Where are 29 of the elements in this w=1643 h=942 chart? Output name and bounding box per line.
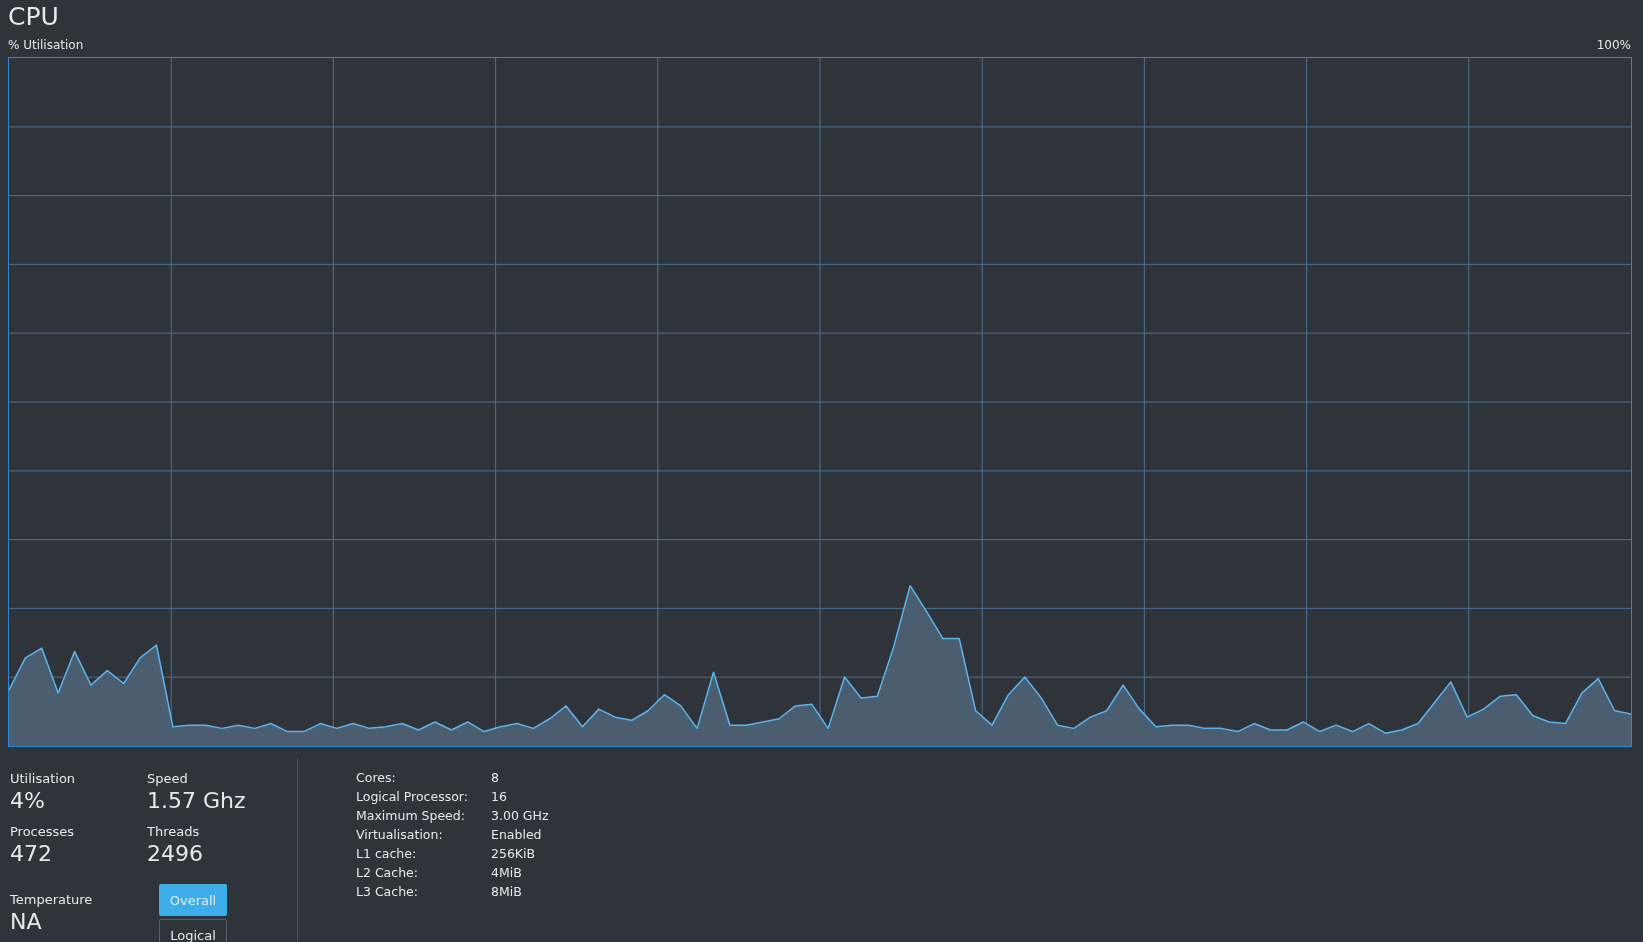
text: Threads xyxy=(147,824,200,839)
text: Cores: xyxy=(356,770,396,785)
text: 16 xyxy=(491,789,507,804)
text: 4% xyxy=(10,788,45,813)
text: 472 xyxy=(10,841,52,866)
text: Logical Processor: xyxy=(356,789,468,804)
text: Virtualisation: xyxy=(356,827,443,842)
text: 2496 xyxy=(147,841,203,866)
text: L2 Cache: xyxy=(356,865,418,880)
text: 100% xyxy=(1596,38,1631,52)
toggle-button: Overall xyxy=(159,884,227,916)
text: NA xyxy=(10,909,42,934)
toggle-button: Logical xyxy=(159,919,227,942)
text: % Utilisation xyxy=(8,38,84,52)
text: Maximum Speed: xyxy=(356,808,465,823)
text: 256KiB xyxy=(491,846,536,861)
text: 3.00 GHz xyxy=(491,808,549,823)
text: Temperature xyxy=(10,892,93,907)
text: 8MiB xyxy=(491,884,522,899)
text: L1 cache: xyxy=(356,846,417,861)
text: 4MiB xyxy=(491,865,522,880)
text: Utilisation xyxy=(10,771,76,786)
text: L3 Cache: xyxy=(356,884,418,899)
text: Processes xyxy=(10,824,75,839)
chart-title: CPU xyxy=(8,2,59,31)
text: 8 xyxy=(491,770,499,785)
text: Enabled xyxy=(491,827,542,842)
text: 1.57 Ghz xyxy=(147,788,246,813)
text: Speed xyxy=(147,771,188,786)
